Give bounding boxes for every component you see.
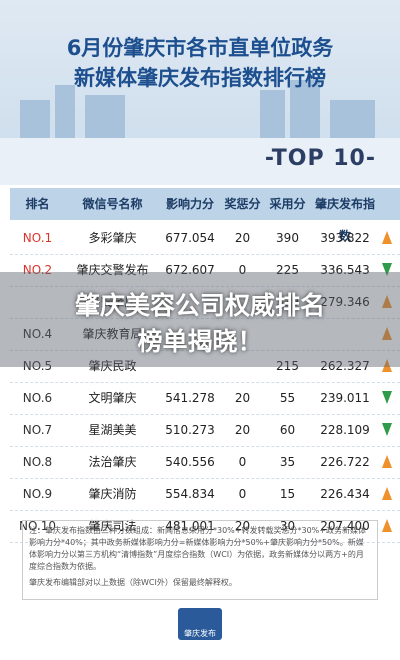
table-cell: 554.834 bbox=[165, 487, 215, 501]
table-cell: 60 bbox=[279, 423, 296, 437]
logo: 肇庆发布 bbox=[178, 608, 222, 640]
note: 肇庆发布编辑部对以上数据（除WCI外）保留最终解释权。 bbox=[29, 578, 237, 587]
badge: -TOP 10- bbox=[264, 146, 376, 171]
table-cell: 279.346 bbox=[320, 295, 370, 309]
table-cell: 0 bbox=[238, 263, 247, 277]
note: 注：肇庆发布指数由三种分数组成：新闻信息采用分*30%+转发转载奖惩分*30%+… bbox=[29, 526, 366, 571]
skyline bbox=[0, 80, 400, 185]
table-cell: 肇庆民政 bbox=[88, 359, 137, 373]
table-cell: 226.434 bbox=[320, 487, 370, 501]
title-line: 6月份肇庆市各市直单位政务 bbox=[66, 36, 334, 60]
trend-arrow bbox=[382, 455, 392, 468]
table-cell: 20 bbox=[234, 231, 251, 245]
table-cell: 星湖美美 bbox=[88, 423, 137, 437]
table-cell: 0 bbox=[238, 455, 247, 469]
title-line: 新媒体肇庆发布指数排行榜 bbox=[74, 66, 326, 90]
trend-arrow bbox=[382, 327, 392, 340]
trend-arrow bbox=[382, 359, 392, 372]
table-row: NO.2 肇庆交警发布 672.607 0 225 336.543 bbox=[10, 254, 400, 287]
table-cell: 肇庆教育局 bbox=[82, 327, 143, 341]
table-cell: 0 bbox=[238, 487, 247, 501]
table-cell: NO.9 bbox=[22, 487, 53, 501]
table-cell: 677.054 bbox=[165, 231, 215, 245]
table-row: NO.9 肇庆消防 554.834 0 15 226.434 bbox=[10, 478, 400, 511]
table-cell: NO.2 bbox=[22, 263, 53, 277]
column-header: 微信号名称 bbox=[82, 197, 143, 211]
table-cell: NO.8 bbox=[22, 455, 53, 469]
trend-arrow bbox=[382, 295, 392, 308]
banner: 6月份肇庆市各市直单位政务 新媒体肇庆发布指数排行榜 -TOP 10- bbox=[0, 0, 400, 185]
trend-arrow bbox=[382, 263, 392, 276]
table-row: NO.6 文明肇庆 541.278 20 55 239.011 bbox=[10, 382, 400, 415]
table-cell: 336.543 bbox=[320, 263, 370, 277]
table-cell: 393.822 bbox=[320, 231, 370, 245]
table-cell: 多彩肇庆 bbox=[88, 231, 137, 245]
table-cell: 239.011 bbox=[320, 391, 370, 405]
table-cell: 510.273 bbox=[165, 423, 215, 437]
table-cell: 20 bbox=[234, 519, 251, 533]
table-cell: 226.722 bbox=[320, 455, 370, 469]
table-cell: 207.400 bbox=[320, 519, 370, 533]
table-row: NO.5 肇庆民政 215 262.327 bbox=[10, 350, 400, 383]
table-row: NO.7 星湖美美 510.273 20 60 228.109 bbox=[10, 414, 400, 447]
table-cell: NO.10 bbox=[18, 519, 57, 533]
table-cell: 肇庆消防 bbox=[88, 487, 137, 501]
header-row: 排名 微信号名称 影响力分 奖惩分 采用分 肇庆发布指数 bbox=[10, 188, 400, 243]
overlay-line: 肇庆美容公司权威排名 bbox=[74, 291, 325, 320]
table-cell: 215 bbox=[276, 359, 299, 373]
table-cell: 30 bbox=[279, 519, 296, 533]
table-cell: 262.327 bbox=[320, 359, 370, 373]
column-header: 排名 bbox=[25, 197, 50, 211]
table-cell: 672.607 bbox=[165, 263, 215, 277]
table-cell: NO.7 bbox=[22, 423, 53, 437]
table-row: 平安肇庆 379 279.346 bbox=[10, 286, 400, 319]
column-header: 影响力分 bbox=[165, 197, 214, 211]
table-cell: 481.001 bbox=[165, 519, 215, 533]
table-cell: 20 bbox=[234, 391, 251, 405]
table-cell: 平安肇庆 bbox=[88, 295, 137, 309]
trend-arrow bbox=[382, 519, 392, 532]
trend-arrow bbox=[382, 231, 392, 244]
table-cell: 540.556 bbox=[165, 455, 215, 469]
table-cell: 肇庆司法 bbox=[88, 519, 137, 533]
table-row: NO.10 肇庆司法 481.001 20 30 207.400 bbox=[10, 510, 400, 543]
table-cell: 文明肇庆 bbox=[88, 391, 137, 405]
table-row: NO.1 多彩肇庆 677.054 20 390 393.822 bbox=[10, 222, 400, 255]
table-cell: 541.278 bbox=[165, 391, 215, 405]
table-cell: 55 bbox=[279, 391, 296, 405]
table-cell: 379 bbox=[276, 295, 299, 309]
column-header: 采用分 bbox=[269, 197, 306, 211]
table-cell: NO.6 bbox=[22, 391, 53, 405]
table-cell: 390 bbox=[276, 231, 299, 245]
table-cell: 225 bbox=[276, 263, 299, 277]
table-cell: 15 bbox=[279, 487, 296, 501]
table-cell: 法治肇庆 bbox=[88, 455, 137, 469]
table-cell: NO.5 bbox=[22, 359, 53, 373]
table-cell: 228.109 bbox=[320, 423, 370, 437]
column-header: 奖惩分 bbox=[224, 197, 261, 211]
table-cell: 20 bbox=[234, 423, 251, 437]
column-header: 肇庆发布指数 bbox=[314, 197, 375, 243]
table-cell: 35 bbox=[279, 455, 296, 469]
table-cell: NO.1 bbox=[22, 231, 53, 245]
page: 6月份肇庆市各市直单位政务 新媒体肇庆发布指数排行榜 -TOP 10- 排名 微信… bbox=[0, 0, 400, 640]
table-row: NO.4 肇庆教育局 bbox=[10, 318, 400, 351]
trend-arrow bbox=[382, 423, 392, 436]
overlay: 肇庆美容公司权威排名 榜单揭晓！ bbox=[0, 272, 400, 367]
notes: 注：肇庆发布指数由三种分数组成：新闻信息采用分*30%+转发转载奖惩分*30%+… bbox=[22, 520, 378, 600]
trend-arrow bbox=[382, 391, 392, 404]
overlay-line: 榜单揭晓！ bbox=[137, 327, 263, 356]
table-cell: 肇庆交警发布 bbox=[76, 263, 149, 277]
trend-arrow bbox=[382, 487, 392, 500]
table-row: NO.8 法治肇庆 540.556 0 35 226.722 bbox=[10, 446, 400, 479]
table-cell: NO.4 bbox=[22, 327, 53, 341]
